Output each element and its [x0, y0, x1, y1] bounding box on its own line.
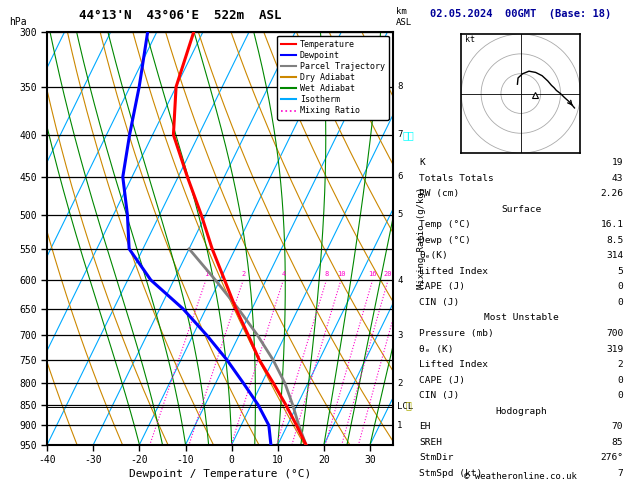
Text: 700: 700: [606, 329, 623, 338]
Text: 3: 3: [398, 331, 403, 340]
Text: Surface: Surface: [501, 205, 541, 214]
Text: 2: 2: [398, 379, 403, 388]
Text: hPa: hPa: [9, 17, 27, 27]
Text: 0: 0: [618, 282, 623, 292]
X-axis label: Dewpoint / Temperature (°C): Dewpoint / Temperature (°C): [129, 469, 311, 479]
Text: EH: EH: [419, 422, 430, 432]
Text: kt: kt: [465, 35, 476, 44]
Text: Dewp (°C): Dewp (°C): [419, 236, 470, 245]
Text: CAPE (J): CAPE (J): [419, 282, 465, 292]
Text: 16: 16: [369, 271, 377, 277]
Text: Lifted Index: Lifted Index: [419, 360, 488, 369]
Text: LCL: LCL: [398, 402, 413, 412]
Text: 314: 314: [606, 251, 623, 260]
Text: 85: 85: [612, 438, 623, 447]
Text: Most Unstable: Most Unstable: [484, 313, 559, 323]
Text: θₑ(K): θₑ(K): [419, 251, 448, 260]
Text: Totals Totals: Totals Totals: [419, 174, 494, 183]
Text: 276°: 276°: [600, 453, 623, 463]
Text: K: K: [419, 158, 425, 167]
Text: 19: 19: [612, 158, 623, 167]
Text: 丨丨: 丨丨: [403, 130, 415, 139]
Text: 8: 8: [398, 82, 403, 91]
Text: CIN (J): CIN (J): [419, 298, 459, 307]
Text: Hodograph: Hodograph: [495, 407, 547, 416]
Text: Lifted Index: Lifted Index: [419, 267, 488, 276]
Text: SREH: SREH: [419, 438, 442, 447]
Text: 70: 70: [612, 422, 623, 432]
Text: 丨: 丨: [406, 400, 412, 410]
Text: 7: 7: [398, 130, 403, 139]
Text: 4: 4: [398, 276, 403, 284]
Text: 5: 5: [618, 267, 623, 276]
Text: StmSpd (kt): StmSpd (kt): [419, 469, 482, 478]
Text: 5: 5: [398, 210, 403, 219]
Text: 0: 0: [618, 376, 623, 385]
Text: CIN (J): CIN (J): [419, 391, 459, 400]
Text: 43: 43: [612, 174, 623, 183]
Text: 2: 2: [241, 271, 245, 277]
Text: 0: 0: [618, 391, 623, 400]
Text: 8.5: 8.5: [606, 236, 623, 245]
Text: 4: 4: [281, 271, 286, 277]
Text: CAPE (J): CAPE (J): [419, 376, 465, 385]
Text: 0: 0: [618, 298, 623, 307]
Text: Pressure (mb): Pressure (mb): [419, 329, 494, 338]
Legend: Temperature, Dewpoint, Parcel Trajectory, Dry Adiabat, Wet Adiabat, Isotherm, Mi: Temperature, Dewpoint, Parcel Trajectory…: [277, 36, 389, 120]
Text: 2: 2: [618, 360, 623, 369]
Text: 2.26: 2.26: [600, 189, 623, 198]
Text: 44°13'N  43°06'E  522m  ASL: 44°13'N 43°06'E 522m ASL: [79, 9, 281, 22]
Text: 02.05.2024  00GMT  (Base: 18): 02.05.2024 00GMT (Base: 18): [430, 9, 611, 19]
Text: 6: 6: [398, 173, 403, 181]
Text: 10: 10: [337, 271, 345, 277]
Text: 1: 1: [398, 421, 403, 430]
Text: Mixing Ratio (g/kg): Mixing Ratio (g/kg): [417, 187, 426, 289]
Text: 8: 8: [325, 271, 328, 277]
Text: 7: 7: [618, 469, 623, 478]
Text: km
ASL: km ASL: [396, 7, 413, 27]
Text: 20: 20: [384, 271, 392, 277]
Text: 16.1: 16.1: [600, 220, 623, 229]
Text: θₑ (K): θₑ (K): [419, 345, 454, 354]
Text: 1: 1: [204, 271, 208, 277]
Text: StmDir: StmDir: [419, 453, 454, 463]
Text: PW (cm): PW (cm): [419, 189, 459, 198]
Text: © weatheronline.co.uk: © weatheronline.co.uk: [464, 472, 577, 481]
Text: Temp (°C): Temp (°C): [419, 220, 470, 229]
Text: 319: 319: [606, 345, 623, 354]
